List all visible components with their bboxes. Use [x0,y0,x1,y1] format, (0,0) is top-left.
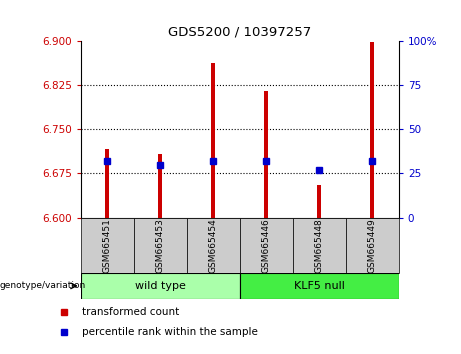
Bar [81,218,134,273]
Bar [346,218,399,273]
Text: transformed count: transformed count [82,307,179,317]
Text: wild type: wild type [135,281,186,291]
Bar [317,185,321,218]
Text: GSM665454: GSM665454 [209,218,218,273]
Text: genotype/variation: genotype/variation [0,281,86,290]
Bar [158,154,162,218]
Bar [370,42,374,218]
Bar [187,218,240,273]
Text: GSM665449: GSM665449 [368,218,377,273]
Text: GSM665453: GSM665453 [156,218,165,273]
Text: GSM665451: GSM665451 [103,218,112,273]
Bar [81,273,240,299]
Text: GSM665446: GSM665446 [262,218,271,273]
Bar [211,63,215,218]
Title: GDS5200 / 10397257: GDS5200 / 10397257 [168,25,311,38]
Bar [105,149,109,218]
Bar [293,218,346,273]
Bar [134,218,187,273]
Text: percentile rank within the sample: percentile rank within the sample [82,327,257,337]
Bar [264,91,268,218]
Text: KLF5 null: KLF5 null [294,281,345,291]
Bar [240,218,293,273]
Bar [240,273,399,299]
Text: GSM665448: GSM665448 [315,218,324,273]
